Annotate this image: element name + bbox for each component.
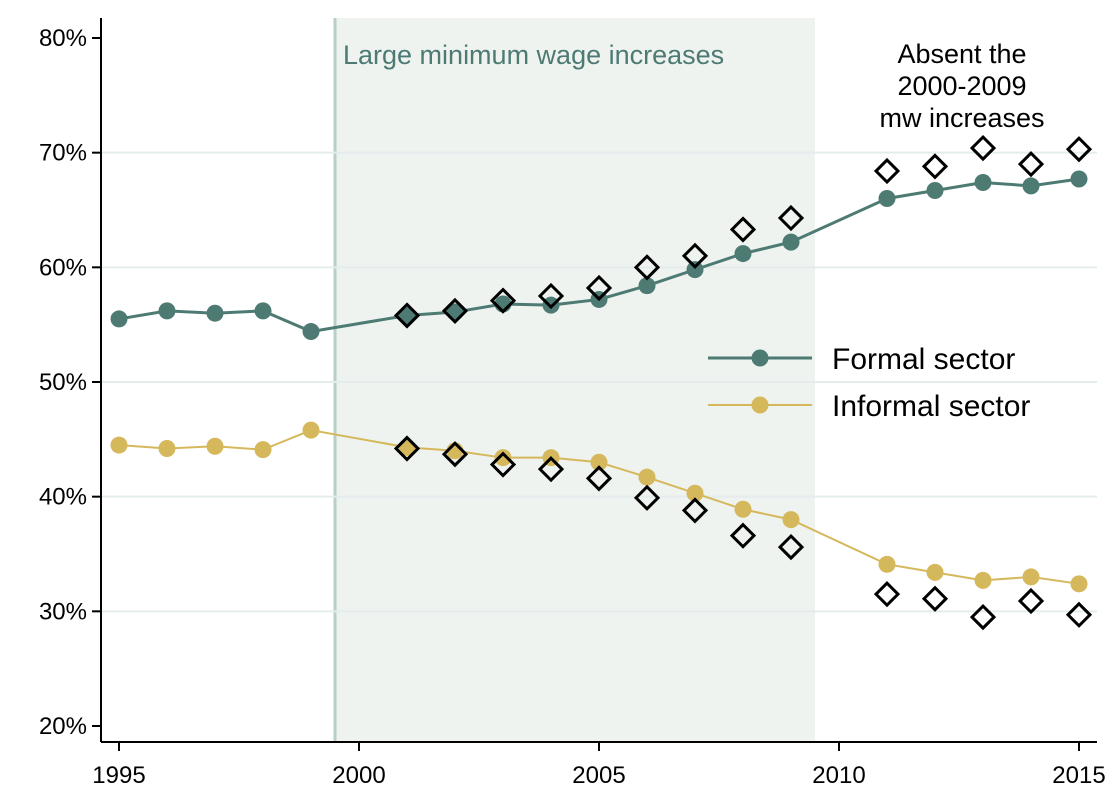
annotation-line-0: Absent the xyxy=(897,39,1026,69)
series-0-point-11 xyxy=(686,261,704,279)
series-2-point-5 xyxy=(633,254,661,281)
x-tick-label-3: 2010 xyxy=(812,762,865,789)
series-0-point-12 xyxy=(734,245,752,263)
series-0-point-2 xyxy=(206,304,224,322)
series-1-point-12 xyxy=(734,500,752,518)
shaded-region-layer: Large minimum wage increases xyxy=(333,18,815,742)
series-2-point-9 xyxy=(873,157,901,185)
series-1-point-14 xyxy=(878,555,896,573)
axes-layer: 20% 30% 40% 50% 60% 70% 80% 1995 2000 2005 2010 201… xyxy=(39,18,1106,789)
series-2-point-0 xyxy=(393,302,421,329)
series-0-point-18 xyxy=(1070,170,1088,188)
series-2-point-1 xyxy=(441,297,469,325)
series-2-point-11 xyxy=(969,134,997,162)
series-2-point-2 xyxy=(489,287,517,314)
series-1-point-0 xyxy=(110,436,128,454)
y-tick-label-4: 60% xyxy=(39,254,87,281)
series-0-point-14 xyxy=(878,190,896,208)
series-1-point-15 xyxy=(926,563,944,581)
series-3-point-10 xyxy=(921,585,949,612)
series-2-point-12 xyxy=(1017,151,1045,178)
series-2-point-13 xyxy=(1065,136,1093,163)
y-tick-label-2: 40% xyxy=(39,484,87,511)
series-2-point-3 xyxy=(537,282,565,310)
series-3-point-6 xyxy=(681,497,709,524)
legend-label-0: Formal sector xyxy=(832,343,1015,376)
series-1-point-17 xyxy=(1022,568,1040,586)
y-tick-label-3: 50% xyxy=(39,369,87,396)
series-2 xyxy=(393,134,1093,329)
series-1-point-16 xyxy=(974,571,992,589)
series-3-point-1 xyxy=(441,441,469,468)
annotation-line-2: mw increases xyxy=(879,103,1044,133)
series-2-point-6 xyxy=(681,242,709,269)
shaded-region-label: Large minimum wage increases xyxy=(343,40,724,70)
series-1-point-18 xyxy=(1070,575,1088,593)
series-3-point-9 xyxy=(873,581,901,608)
series-1-point-10 xyxy=(638,468,656,486)
series-2-point-7 xyxy=(729,216,757,243)
series-2-point-4 xyxy=(585,274,613,302)
series-3-point-12 xyxy=(1017,587,1045,615)
series-0-point-0 xyxy=(110,310,128,328)
series-2-point-8 xyxy=(777,204,805,232)
series-0-point-3 xyxy=(254,302,272,320)
series-0-point-15 xyxy=(926,182,944,200)
series-3-point-5 xyxy=(633,484,661,511)
series-3-point-8 xyxy=(777,533,805,561)
series-0-point-1 xyxy=(158,302,176,320)
series-0-point-10 xyxy=(638,277,656,295)
y-tick-label-1: 30% xyxy=(39,598,87,625)
legend-layer: Formal sector Informal sector xyxy=(708,343,1030,423)
legend-label-1: Informal sector xyxy=(832,390,1030,423)
legend-marker-1 xyxy=(751,396,769,414)
series-3 xyxy=(393,435,1093,631)
series-3-point-0 xyxy=(393,435,421,462)
series-0-point-16 xyxy=(974,173,992,191)
annotation-line-1: 2000-2009 xyxy=(897,71,1026,101)
y-tick-label-0: 20% xyxy=(39,713,87,740)
series-3-point-11 xyxy=(969,603,997,631)
y-tick-label-6: 80% xyxy=(39,25,87,52)
shaded-region xyxy=(335,18,815,742)
series-0-point-4 xyxy=(302,323,320,341)
series-1-point-3 xyxy=(254,441,272,459)
series-3-point-7 xyxy=(729,522,757,549)
series-1-point-7 xyxy=(494,449,512,467)
x-tick-label-2: 2005 xyxy=(572,762,625,789)
x-tick-label-1: 2000 xyxy=(332,762,385,789)
series-1-point-11 xyxy=(686,484,704,502)
grid-layer xyxy=(101,151,1097,613)
y-tick-label-5: 70% xyxy=(39,140,87,167)
series-3-point-4 xyxy=(585,465,613,492)
series-0-point-17 xyxy=(1022,177,1040,195)
series-2-point-10 xyxy=(921,153,949,180)
legend-marker-0 xyxy=(751,349,769,367)
series-3-point-3 xyxy=(537,456,565,483)
series-0-point-5 xyxy=(398,306,416,324)
series-0-point-13 xyxy=(782,233,800,251)
series-1-point-1 xyxy=(158,440,176,458)
series-1-point-9 xyxy=(590,453,608,471)
series-1-point-4 xyxy=(302,421,320,439)
series-3-point-13 xyxy=(1065,601,1093,628)
series-1-point-2 xyxy=(206,437,224,455)
series-layer xyxy=(110,134,1093,631)
series-1-point-13 xyxy=(782,511,800,529)
series-3-point-2 xyxy=(489,451,517,478)
x-tick-label-0: 1995 xyxy=(92,762,145,789)
x-tick-label-4: 2015 xyxy=(1052,762,1105,789)
